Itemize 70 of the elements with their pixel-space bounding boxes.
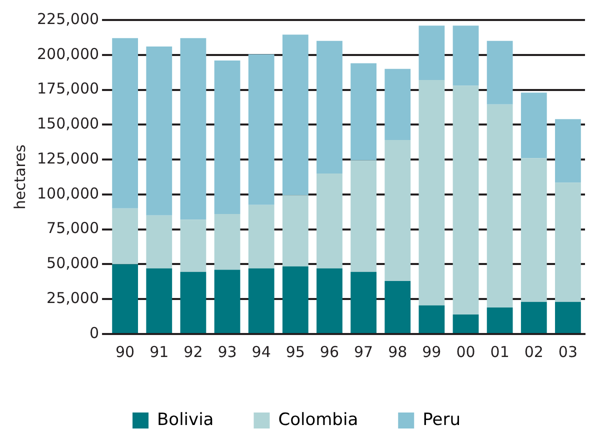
x-tick-label: 92 — [184, 342, 203, 361]
y-tick-label: 25,000 — [46, 289, 100, 307]
bar — [555, 302, 581, 333]
bar — [350, 272, 376, 333]
x-tick-label: 90 — [116, 342, 135, 361]
bar — [248, 268, 274, 333]
x-tick-label: 98 — [388, 342, 408, 361]
bar — [520, 158, 547, 302]
bar — [248, 54, 274, 205]
x-tick-label: 97 — [354, 342, 374, 361]
bar — [452, 86, 479, 314]
bar — [555, 119, 581, 183]
bar — [316, 268, 342, 333]
x-tick-label: 02 — [524, 342, 544, 361]
bar — [555, 182, 581, 302]
bar — [384, 140, 411, 281]
bar — [486, 104, 513, 308]
y-tick-label: 100,000 — [37, 184, 100, 202]
y-tick-label: 125,000 — [37, 149, 100, 168]
y-tick-label: 175,000 — [37, 80, 100, 98]
bar — [282, 195, 308, 266]
bar — [520, 92, 547, 158]
x-tick-label: 99 — [422, 342, 442, 361]
y-tick-label: 150,000 — [37, 114, 100, 133]
bar — [146, 46, 172, 216]
bar — [214, 270, 240, 333]
y-tick-label: 50,000 — [46, 254, 100, 272]
bar — [520, 302, 547, 333]
bar — [180, 220, 206, 272]
bar — [350, 63, 376, 160]
bar — [112, 264, 138, 333]
legend-label: Bolivia — [157, 410, 214, 430]
bar — [452, 26, 479, 86]
y-tick-label: 75,000 — [46, 219, 100, 238]
bar — [248, 204, 274, 268]
legend-label: Peru — [422, 410, 460, 430]
bar — [146, 268, 172, 333]
y-axis-title: hectares — [10, 144, 29, 210]
bar — [180, 38, 206, 220]
y-tick-label: 0 — [89, 324, 100, 342]
bar — [214, 214, 240, 270]
x-tick-label: 93 — [218, 342, 237, 361]
bar — [282, 266, 308, 333]
x-tick-label: 00 — [456, 342, 476, 361]
x-tick-label: 96 — [320, 342, 340, 361]
bar — [486, 40, 513, 104]
bar — [316, 40, 342, 174]
bar — [180, 272, 206, 333]
y-tick-label: 225,000 — [37, 10, 100, 28]
y-tick-label: 200,000 — [37, 44, 100, 63]
bar — [214, 60, 240, 214]
bar — [112, 208, 138, 264]
x-tick-label: 95 — [286, 342, 305, 361]
legend-label: Colombia — [278, 410, 358, 430]
x-tick-label: 94 — [252, 342, 271, 361]
bar — [384, 280, 411, 333]
bar — [418, 26, 445, 80]
bar — [316, 174, 342, 268]
bar — [452, 314, 479, 333]
x-tick-label: 03 — [558, 342, 578, 361]
x-tick-label: 91 — [150, 342, 169, 361]
bar — [350, 160, 376, 272]
bar — [112, 38, 138, 208]
bar — [384, 68, 411, 140]
bar — [146, 215, 172, 268]
bar — [418, 80, 445, 306]
bar — [486, 307, 513, 333]
bar — [418, 305, 445, 333]
bar — [282, 34, 308, 196]
x-tick-label: 01 — [490, 342, 510, 361]
